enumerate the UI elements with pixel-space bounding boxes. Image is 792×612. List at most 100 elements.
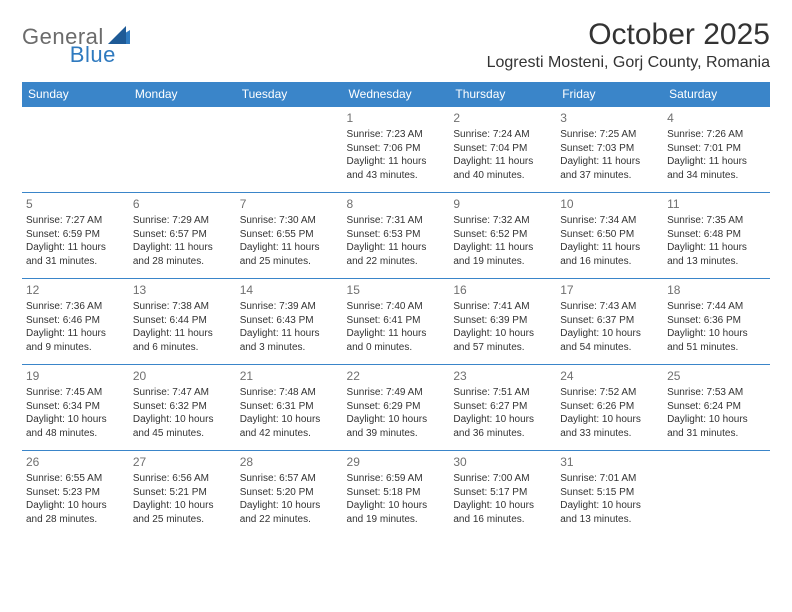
sunset-line: Sunset: 6:26 PM <box>560 400 659 414</box>
sunrise-line: Sunrise: 7:23 AM <box>347 128 446 142</box>
location: Logresti Mosteni, Gorj County, Romania <box>487 54 770 72</box>
calendar-head: SundayMondayTuesdayWednesdayThursdayFrid… <box>22 82 770 107</box>
calendar-cell: 13Sunrise: 7:38 AMSunset: 6:44 PMDayligh… <box>129 279 236 365</box>
calendar-row: 5Sunrise: 7:27 AMSunset: 6:59 PMDaylight… <box>22 193 770 279</box>
daylight-line: Daylight: 11 hours and 43 minutes. <box>347 155 446 182</box>
calendar-cell: 9 Sunrise: 7:32 AMSunset: 6:52 PMDaylight… <box>449 193 556 279</box>
calendar-row: 26Sunrise: 6:55 AMSunset: 5:23 PMDayligh… <box>22 451 770 537</box>
daylight-line: Daylight: 10 hours and 57 minutes. <box>453 327 552 354</box>
daylight-line: Daylight: 10 hours and 36 minutes. <box>453 413 552 440</box>
day-number: 16 <box>453 282 552 298</box>
day-number: 28 <box>240 454 339 470</box>
sunset-line: Sunset: 6:50 PM <box>560 228 659 242</box>
calendar-cell: 19Sunrise: 7:45 AMSunset: 6:34 PMDayligh… <box>22 365 129 451</box>
day-number: 22 <box>347 368 446 384</box>
sunrise-line: Sunrise: 7:34 AM <box>560 214 659 228</box>
day-number: 25 <box>667 368 766 384</box>
day-number: 2 <box>453 110 552 126</box>
day-number: 5 <box>26 196 125 212</box>
day-number: 18 <box>667 282 766 298</box>
calendar-cell: 25Sunrise: 7:53 AMSunset: 6:24 PMDayligh… <box>663 365 770 451</box>
sunrise-line: Sunrise: 7:40 AM <box>347 300 446 314</box>
daylight-line: Daylight: 11 hours and 13 minutes. <box>667 241 766 268</box>
daylight-line: Daylight: 11 hours and 19 minutes. <box>453 241 552 268</box>
sunset-line: Sunset: 6:52 PM <box>453 228 552 242</box>
sunset-line: Sunset: 6:29 PM <box>347 400 446 414</box>
daylight-line: Daylight: 11 hours and 25 minutes. <box>240 241 339 268</box>
calendar-cell: 8Sunrise: 7:31 AMSunset: 6:53 PMDaylight… <box>343 193 450 279</box>
daylight-line: Daylight: 11 hours and 28 minutes. <box>133 241 232 268</box>
day-number: 3 <box>560 110 659 126</box>
day-number: 29 <box>347 454 446 470</box>
weekday-header: Friday <box>556 82 663 107</box>
day-number: 10 <box>560 196 659 212</box>
calendar-cell <box>129 107 236 193</box>
sunrise-line: Sunrise: 7:00 AM <box>453 472 552 486</box>
weekday-header: Sunday <box>22 82 129 107</box>
weekday-header: Monday <box>129 82 236 107</box>
calendar-cell: 14Sunrise: 7:39 AMSunset: 6:43 PMDayligh… <box>236 279 343 365</box>
calendar-table: SundayMondayTuesdayWednesdayThursdayFrid… <box>22 82 770 537</box>
sunset-line: Sunset: 7:01 PM <box>667 142 766 156</box>
logo: General Blue <box>22 24 180 50</box>
sunrise-line: Sunrise: 7:29 AM <box>133 214 232 228</box>
sunrise-line: Sunrise: 7:24 AM <box>453 128 552 142</box>
sunset-line: Sunset: 5:15 PM <box>560 486 659 500</box>
day-number: 26 <box>26 454 125 470</box>
sunset-line: Sunset: 6:46 PM <box>26 314 125 328</box>
sunrise-line: Sunrise: 7:44 AM <box>667 300 766 314</box>
sunset-line: Sunset: 6:39 PM <box>453 314 552 328</box>
day-number: 1 <box>347 110 446 126</box>
calendar-cell: 12Sunrise: 7:36 AMSunset: 6:46 PMDayligh… <box>22 279 129 365</box>
day-number: 21 <box>240 368 339 384</box>
daylight-line: Daylight: 10 hours and 39 minutes. <box>347 413 446 440</box>
sunrise-line: Sunrise: 7:45 AM <box>26 386 125 400</box>
sunset-line: Sunset: 5:17 PM <box>453 486 552 500</box>
day-number: 9 <box>453 196 552 212</box>
daylight-line: Daylight: 10 hours and 28 minutes. <box>26 499 125 526</box>
sunrise-line: Sunrise: 7:25 AM <box>560 128 659 142</box>
calendar-cell: 29Sunrise: 6:59 AMSunset: 5:18 PMDayligh… <box>343 451 450 537</box>
sunset-line: Sunset: 5:18 PM <box>347 486 446 500</box>
sunset-line: Sunset: 7:03 PM <box>560 142 659 156</box>
sunset-line: Sunset: 7:06 PM <box>347 142 446 156</box>
calendar-cell: 17Sunrise: 7:43 AMSunset: 6:37 PMDayligh… <box>556 279 663 365</box>
sunrise-line: Sunrise: 7:39 AM <box>240 300 339 314</box>
calendar-cell: 30Sunrise: 7:00 AMSunset: 5:17 PMDayligh… <box>449 451 556 537</box>
calendar-cell: 11Sunrise: 7:35 AMSunset: 6:48 PMDayligh… <box>663 193 770 279</box>
daylight-line: Daylight: 11 hours and 9 minutes. <box>26 327 125 354</box>
sunset-line: Sunset: 6:57 PM <box>133 228 232 242</box>
sunrise-line: Sunrise: 7:47 AM <box>133 386 232 400</box>
sunrise-line: Sunrise: 7:38 AM <box>133 300 232 314</box>
sunrise-line: Sunrise: 7:32 AM <box>453 214 552 228</box>
sunset-line: Sunset: 6:55 PM <box>240 228 339 242</box>
sunset-line: Sunset: 6:48 PM <box>667 228 766 242</box>
daylight-line: Daylight: 11 hours and 31 minutes. <box>26 241 125 268</box>
weekday-header: Tuesday <box>236 82 343 107</box>
calendar-cell: 24Sunrise: 7:52 AMSunset: 6:26 PMDayligh… <box>556 365 663 451</box>
day-number: 24 <box>560 368 659 384</box>
calendar-cell: 18Sunrise: 7:44 AMSunset: 6:36 PMDayligh… <box>663 279 770 365</box>
sunrise-line: Sunrise: 7:49 AM <box>347 386 446 400</box>
daylight-line: Daylight: 11 hours and 3 minutes. <box>240 327 339 354</box>
daylight-line: Daylight: 10 hours and 51 minutes. <box>667 327 766 354</box>
daylight-line: Daylight: 10 hours and 13 minutes. <box>560 499 659 526</box>
daylight-line: Daylight: 11 hours and 37 minutes. <box>560 155 659 182</box>
sunset-line: Sunset: 6:44 PM <box>133 314 232 328</box>
calendar-body: 1Sunrise: 7:23 AMSunset: 7:06 PMDaylight… <box>22 107 770 537</box>
daylight-line: Daylight: 11 hours and 6 minutes. <box>133 327 232 354</box>
daylight-line: Daylight: 11 hours and 16 minutes. <box>560 241 659 268</box>
sunrise-line: Sunrise: 7:27 AM <box>26 214 125 228</box>
sunrise-line: Sunrise: 7:48 AM <box>240 386 339 400</box>
calendar-cell: 22 Sunrise: 7:49 AMSunset: 6:29 PMDayligh… <box>343 365 450 451</box>
sunset-line: Sunset: 6:32 PM <box>133 400 232 414</box>
sunset-line: Sunset: 6:24 PM <box>667 400 766 414</box>
calendar-cell: 3 Sunrise: 7:25 AMSunset: 7:03 PMDaylight… <box>556 107 663 193</box>
calendar-row: 12Sunrise: 7:36 AMSunset: 6:46 PMDayligh… <box>22 279 770 365</box>
sunrise-line: Sunrise: 6:59 AM <box>347 472 446 486</box>
day-number: 20 <box>133 368 232 384</box>
sunset-line: Sunset: 6:43 PM <box>240 314 339 328</box>
sunrise-line: Sunrise: 6:56 AM <box>133 472 232 486</box>
sunset-line: Sunset: 6:41 PM <box>347 314 446 328</box>
sunset-line: Sunset: 6:31 PM <box>240 400 339 414</box>
